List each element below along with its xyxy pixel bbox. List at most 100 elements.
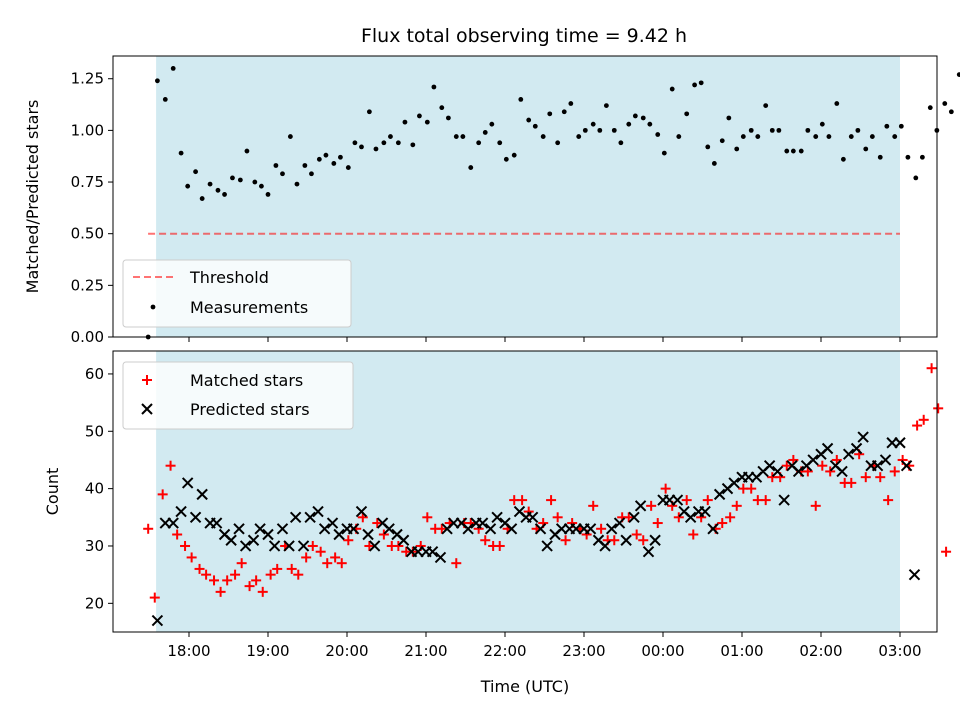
measurement-point (763, 103, 769, 108)
measurement-point (726, 115, 732, 121)
predicted-star-point (778, 494, 790, 506)
measurement-point (863, 146, 869, 152)
measurement-point (170, 65, 176, 71)
predicted-star-point-b (262, 528, 274, 541)
predicted-star-point (821, 442, 834, 455)
predicted-star-point-b (642, 546, 655, 558)
predicted-star-point (151, 614, 164, 627)
measurement-point (215, 187, 221, 193)
measurement-point (877, 154, 883, 160)
predicted-star-point-b (628, 511, 640, 524)
measurement-point (302, 163, 308, 168)
matched-star-point (436, 523, 447, 534)
y-tick-label: 40 (85, 480, 104, 498)
measurement-point (460, 134, 466, 139)
matched-star-point (372, 518, 383, 529)
predicted-star-point-b (592, 534, 605, 546)
predicted-star-point-b (297, 540, 310, 552)
predicted-star-point (362, 528, 374, 541)
predicted-star-point-b (871, 459, 884, 472)
predicted-star-point-b (821, 442, 834, 455)
predicted-star-point (318, 523, 331, 535)
predicted-star-point (368, 540, 381, 552)
predicted-star-point (181, 477, 194, 489)
matched-star-point (846, 477, 857, 488)
matched-star-point (301, 552, 312, 563)
matched-star-point (596, 523, 607, 534)
measurement-point (388, 134, 393, 139)
predicted-star-point (333, 528, 345, 541)
predicted-star-point-b (347, 523, 360, 535)
predicted-star-point-b (268, 540, 281, 552)
measurement-point (826, 134, 832, 139)
predicted-star-point-b (326, 517, 339, 529)
predicted-star-point-b (239, 540, 252, 552)
matched-star-point (552, 512, 563, 523)
measurement-point (273, 163, 279, 168)
predicted-star-point-b (620, 534, 632, 546)
measurement-point (331, 161, 337, 166)
x-tick-label: 19:00 (246, 642, 289, 660)
matched-star-point (494, 540, 505, 551)
matched-star-point (746, 483, 757, 494)
predicted-star-point (505, 523, 518, 535)
matched-star-point (222, 575, 233, 586)
predicted-star-point (304, 511, 316, 524)
measurement-point (603, 103, 609, 108)
measurement-point (503, 156, 509, 162)
predicted-star-point (297, 540, 310, 552)
matched-star-point (681, 495, 692, 506)
legend-box (122, 361, 354, 430)
y-tick-label: 30 (85, 537, 104, 555)
predicted-star-point (262, 528, 274, 541)
measurement-point (381, 140, 387, 146)
predicted-star-point-b (218, 528, 231, 541)
measurement-point (632, 113, 638, 119)
measurement-point (676, 134, 682, 139)
ratio-panel: 0.00 0.25 0.50 0.75 1.00 1.25 Matched/Predicte… (23, 55, 960, 346)
y-tick-label: 0.25 (71, 276, 104, 294)
predicted-star-point-b (900, 459, 913, 472)
predicted-star-point (462, 523, 474, 535)
predicted-star-point-b (362, 528, 374, 541)
predicted-star-point (225, 534, 237, 546)
ratio-legend: Threshold Measurements (122, 259, 352, 328)
measurement-point (410, 142, 416, 148)
measurement-point (892, 134, 898, 139)
matched-star-point (717, 518, 728, 529)
measurement-point (805, 127, 811, 133)
predicted-star-point (383, 523, 395, 535)
measurement-point (618, 140, 624, 146)
predicted-star-point-b (333, 528, 345, 541)
predicted-star-point (189, 511, 202, 524)
predicted-star-point (792, 465, 805, 478)
predicted-star-point (642, 546, 655, 558)
matched-star-point (889, 466, 900, 477)
measurement-point (819, 121, 825, 127)
predicted-star-point-b (526, 511, 539, 524)
matched-star-point (143, 523, 154, 534)
matched-star-point (660, 483, 671, 494)
predicted-star-point-b (836, 465, 848, 478)
predicted-star-point (397, 534, 410, 546)
predicted-star-point-b (842, 448, 855, 460)
predicted-star-point-b (476, 517, 489, 529)
predicted-star-point (312, 505, 324, 518)
predicted-star-point-b (505, 523, 518, 535)
measurement-point (948, 109, 954, 115)
matched-star-point (172, 529, 183, 540)
predicted-star-point-b (376, 517, 389, 529)
predicted-star-point-b (210, 517, 223, 529)
measurement-point (222, 192, 227, 197)
matched-star-point (307, 540, 318, 551)
measurement-point (655, 132, 661, 137)
matched-star-point (546, 495, 557, 506)
matched-star-point (257, 586, 268, 597)
measurement-point (424, 119, 430, 125)
predicted-star-point-b (355, 505, 368, 518)
predicted-star-point-b (684, 511, 697, 524)
predicted-star-point-b (455, 517, 468, 529)
matched-star-point (918, 414, 929, 425)
matched-star-point (646, 500, 657, 511)
